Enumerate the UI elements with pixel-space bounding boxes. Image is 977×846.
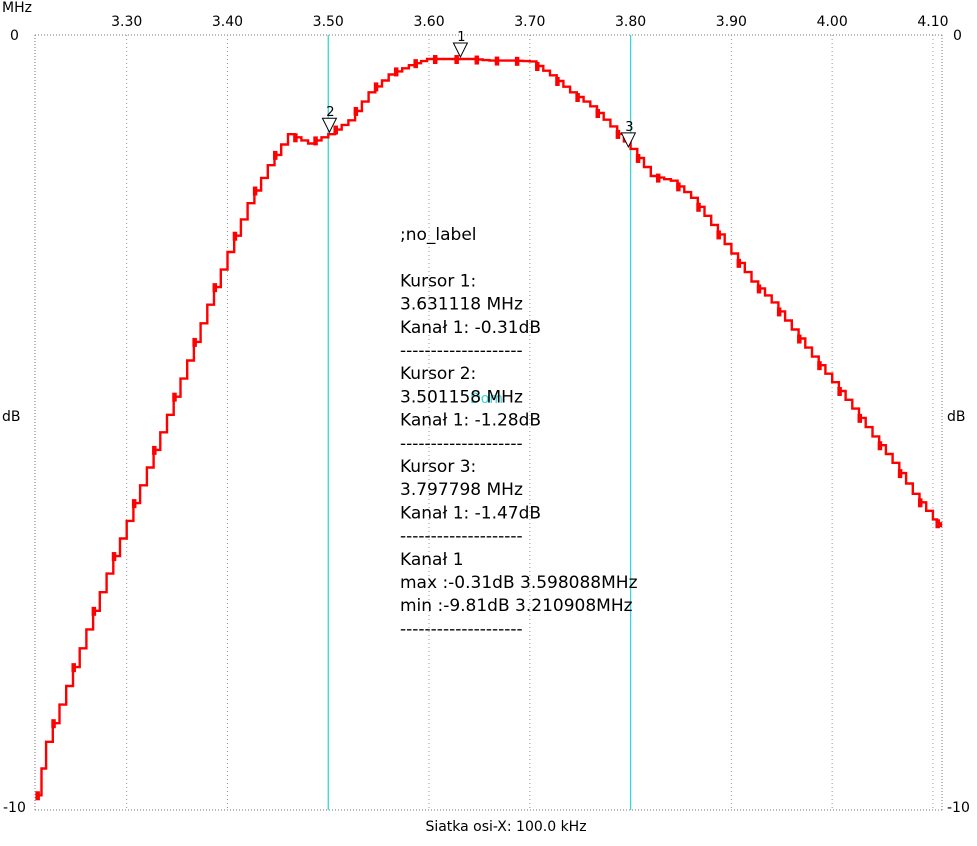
trace-step: [615, 129, 621, 139]
x-tick-label: 3.50: [313, 14, 344, 30]
info-line: ;no_label: [400, 225, 477, 245]
trace-step: [837, 386, 842, 396]
trace-step: [917, 498, 923, 508]
cursor-marker-label: 2: [326, 105, 334, 120]
x-tick-label: 3.30: [111, 14, 142, 30]
info-panel: ;no_label Kursor 1: 3.631118 MHz Kanał 1: -…: [400, 225, 638, 639]
trace-step: [817, 361, 822, 371]
cursor-marker-triangle: [620, 132, 637, 149]
info-line: Kursor 3:: [400, 457, 476, 477]
info-line: min :-9.81dB 3.210908MHz: [400, 596, 633, 616]
trace-step: [655, 173, 661, 183]
trace-step: [293, 133, 298, 143]
cursor-marker-label: 1: [457, 30, 465, 45]
trace-step: [635, 153, 641, 163]
info-line: --------------------: [400, 619, 523, 639]
info-line: 3.501158 MHz: [400, 387, 523, 407]
x-tick-labels: 3.30 3.40 3.50 3.60 3.70 3.80 3.90 4.00 4.10: [111, 14, 948, 30]
trace-step: [877, 441, 883, 451]
trace-step: [676, 182, 681, 192]
info-line: Kanał 1: [400, 550, 464, 570]
cursor-marker-triangle: [321, 117, 338, 134]
x-tick-label: 3.80: [615, 14, 646, 30]
grid: [34, 34, 943, 811]
trace-step: [514, 56, 520, 66]
trace-step: [353, 106, 359, 116]
info-line: --------------------: [400, 527, 523, 547]
info-line: Kursor 2:: [400, 364, 476, 384]
trace-step: [373, 82, 379, 92]
info-line: Kanał 1: -1.28dB: [400, 411, 541, 431]
trace-step: [35, 791, 40, 801]
info-line: Kanał 1: -1.47dB: [400, 503, 541, 523]
trace-step: [756, 284, 762, 294]
y-bottom-label-left: -10: [3, 800, 26, 816]
x-tick-label: 3.70: [514, 14, 545, 30]
trace-step: [432, 55, 438, 65]
trace-step: [333, 125, 338, 135]
x-unit-label: MHz: [2, 0, 32, 16]
trace-series: [35, 55, 943, 801]
trace-step: [797, 334, 802, 344]
cursor-lines: [327, 35, 632, 810]
info-line: Kursor 1:: [400, 271, 476, 291]
trace-step: [454, 55, 459, 65]
y-bottom-label-right: -10: [947, 800, 970, 816]
trace-step: [857, 413, 863, 423]
x-tick-label: 3.60: [413, 14, 444, 30]
y-unit-right: dB: [947, 409, 966, 425]
cursor-line-caption: Dom: [470, 391, 503, 407]
info-line: 3.631118 MHz: [400, 295, 523, 315]
y-top-label-left: 0: [10, 28, 19, 44]
trace-step: [232, 231, 238, 241]
trace-step: [152, 445, 157, 455]
y-unit-left: dB: [2, 409, 21, 425]
trace-step: [595, 109, 601, 119]
trace-step: [555, 76, 560, 86]
info-line: 3.797798 MHz: [400, 480, 523, 500]
trace-step: [252, 186, 258, 196]
trace-step: [111, 552, 117, 562]
trace-step: [897, 469, 903, 479]
info-line: max :-0.31dB 3.598088MHz: [400, 573, 638, 593]
trace-step: [494, 56, 500, 66]
trace-step: [575, 93, 580, 102]
trace-step: [736, 258, 742, 268]
y-top-label-right: 0: [953, 28, 962, 44]
trace-step: [192, 337, 197, 347]
trace-step: [212, 283, 218, 293]
x-grid-caption: Siatka osi-X: 100.0 kHz: [425, 819, 586, 835]
info-line: --------------------: [400, 434, 523, 454]
x-tick-label: 4.00: [817, 14, 848, 30]
trace-step: [935, 519, 940, 529]
x-tick-label: 3.40: [212, 14, 243, 30]
trace-step: [776, 307, 782, 317]
trace-step: [413, 59, 418, 69]
x-tick-label: 3.90: [716, 14, 747, 30]
cursor-markers: 1 2 3: [321, 30, 637, 149]
trace-step: [393, 67, 399, 77]
x-tick-label: 4.10: [917, 14, 948, 30]
trace-step: [172, 392, 177, 402]
trace-step: [535, 62, 540, 71]
cursor-marker-label: 3: [625, 120, 633, 135]
trace-step: [273, 150, 278, 160]
cursor-marker-triangle: [452, 42, 469, 59]
info-line: Kanał 1: -0.31dB: [400, 318, 541, 338]
trace-step: [131, 499, 137, 509]
info-line: --------------------: [400, 341, 523, 361]
trace-step: [51, 719, 56, 729]
trace-step: [716, 230, 721, 240]
trace-step: [313, 136, 318, 146]
trace-step: [71, 663, 76, 673]
trace-step: [474, 55, 480, 65]
trace-step: [696, 202, 701, 212]
trace-step: [91, 606, 97, 616]
